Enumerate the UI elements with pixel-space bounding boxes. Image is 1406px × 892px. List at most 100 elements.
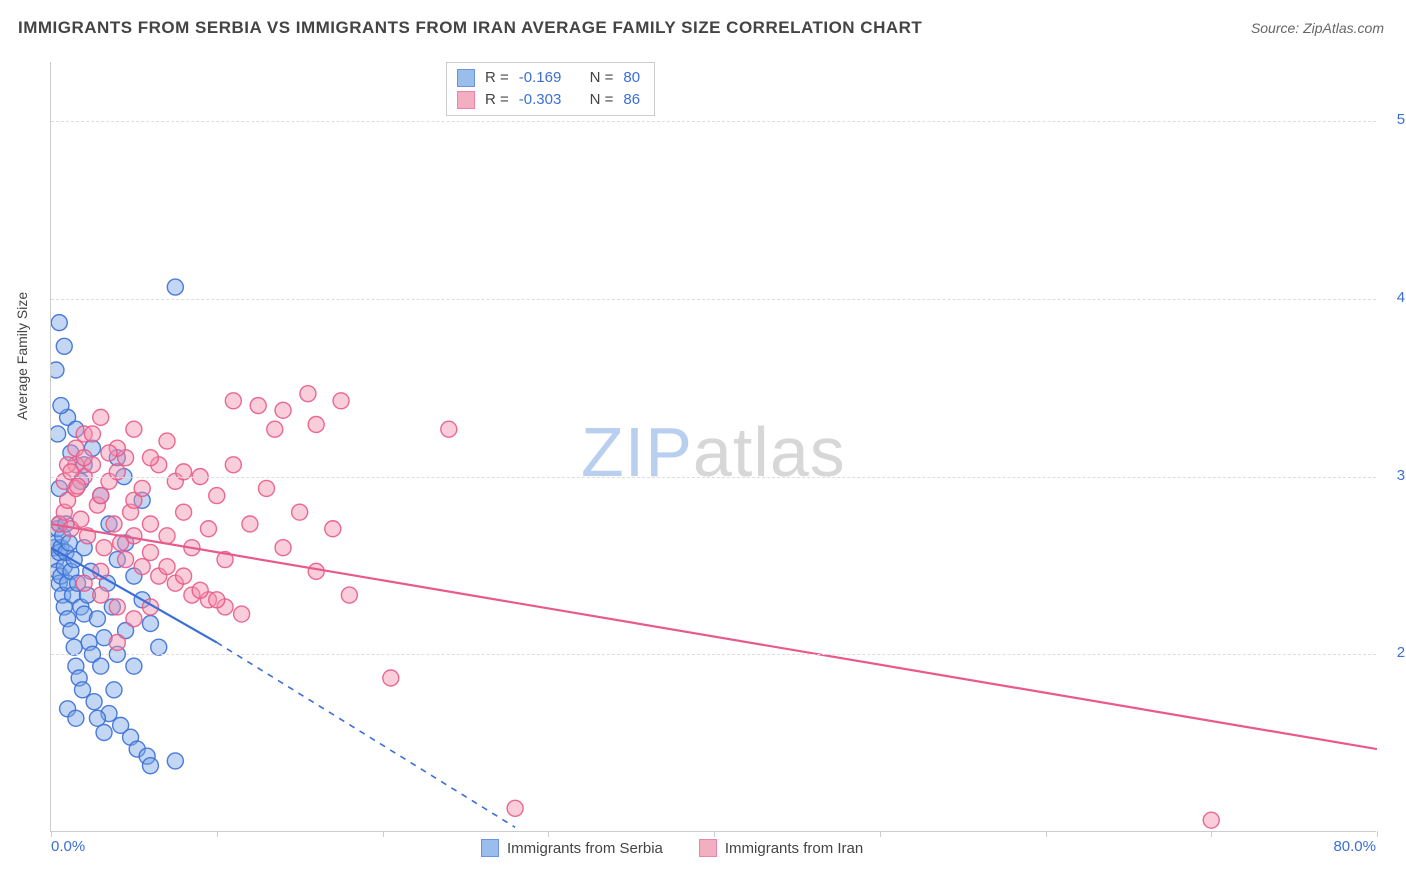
trend-line — [51, 524, 1377, 749]
data-point — [51, 362, 64, 378]
data-point — [89, 611, 105, 627]
data-point — [106, 682, 122, 698]
data-point — [167, 279, 183, 295]
data-point — [192, 582, 208, 598]
x-tick — [1211, 831, 1212, 837]
data-point — [200, 521, 216, 537]
chart-svg — [51, 62, 1377, 832]
stats-N-label-2: N = — [590, 89, 614, 111]
data-point — [126, 611, 142, 627]
swatch-iran — [457, 91, 475, 109]
data-point — [325, 521, 341, 537]
data-point — [441, 421, 457, 437]
data-point — [126, 528, 142, 544]
data-point — [73, 511, 89, 527]
x-tick — [1046, 831, 1047, 837]
stats-serbia-N: 80 — [623, 67, 640, 89]
data-point — [109, 634, 125, 650]
data-point — [142, 516, 158, 532]
data-point — [159, 559, 175, 575]
data-point — [142, 616, 158, 632]
legend-label-iran: Immigrants from Iran — [725, 840, 863, 857]
data-point — [341, 587, 357, 603]
data-point — [106, 516, 122, 532]
data-point — [51, 426, 66, 442]
data-point — [507, 800, 523, 816]
data-point — [84, 426, 100, 442]
data-point — [51, 315, 67, 331]
data-point — [96, 540, 112, 556]
source-attribution: Source: ZipAtlas.com — [1251, 20, 1384, 36]
data-point — [93, 488, 109, 504]
data-point — [76, 450, 92, 466]
data-point — [109, 599, 125, 615]
data-point — [300, 386, 316, 402]
legend-swatch-serbia — [481, 839, 499, 857]
x-tick — [714, 831, 715, 837]
data-point — [134, 559, 150, 575]
plot-area: ZIPatlas R = -0.169 N = 80 R = -0.303 N … — [50, 62, 1376, 832]
data-point — [93, 409, 109, 425]
data-point — [66, 639, 82, 655]
gridline — [51, 121, 1376, 122]
gridline — [51, 477, 1376, 478]
data-point — [142, 758, 158, 774]
data-point — [267, 421, 283, 437]
data-point — [333, 393, 349, 409]
data-point — [134, 480, 150, 496]
data-point — [53, 398, 69, 414]
data-point — [63, 623, 79, 639]
data-point — [151, 639, 167, 655]
data-point — [225, 393, 241, 409]
data-point — [118, 552, 134, 568]
gridline — [51, 299, 1376, 300]
data-point — [86, 694, 102, 710]
data-point — [209, 488, 225, 504]
data-point — [70, 478, 86, 494]
x-tick — [1377, 831, 1378, 837]
stats-serbia-R: -0.169 — [519, 67, 562, 89]
stats-N-label: N = — [590, 67, 614, 89]
x-tick — [217, 831, 218, 837]
bottom-legend: Immigrants from Serbia Immigrants from I… — [481, 839, 863, 857]
data-point — [209, 592, 225, 608]
stats-R-label-2: R = — [485, 89, 509, 111]
y-tick-label: 4.25 — [1397, 289, 1406, 306]
stats-row-iran: R = -0.303 N = 86 — [457, 89, 640, 111]
data-point — [275, 402, 291, 418]
legend-label-serbia: Immigrants from Serbia — [507, 840, 663, 857]
data-point — [242, 516, 258, 532]
stats-iran-R: -0.303 — [519, 89, 562, 111]
data-point — [142, 544, 158, 560]
y-tick-label: 5.00 — [1397, 111, 1406, 128]
stats-row-serbia: R = -0.169 N = 80 — [457, 67, 640, 89]
legend-item-iran: Immigrants from Iran — [699, 839, 863, 857]
data-point — [308, 416, 324, 432]
swatch-serbia — [457, 69, 475, 87]
data-point — [68, 710, 84, 726]
data-point — [61, 535, 77, 551]
data-point — [56, 338, 72, 354]
stats-box: R = -0.169 N = 80 R = -0.303 N = 86 — [446, 62, 655, 116]
data-point — [275, 540, 291, 556]
data-point — [292, 504, 308, 520]
x-tick — [548, 831, 549, 837]
data-point — [234, 606, 250, 622]
data-point — [101, 445, 117, 461]
data-point — [308, 563, 324, 579]
x-max-label: 80.0% — [1333, 838, 1376, 855]
y-tick-label: 2.75 — [1397, 644, 1406, 661]
data-point — [250, 398, 266, 414]
data-point — [96, 724, 112, 740]
stats-R-label: R = — [485, 67, 509, 89]
x-tick — [51, 831, 52, 837]
y-axis-label: Average Family Size — [14, 292, 30, 420]
data-point — [126, 658, 142, 674]
data-point — [93, 658, 109, 674]
x-min-label: 0.0% — [51, 838, 85, 855]
data-point — [126, 421, 142, 437]
x-tick — [880, 831, 881, 837]
y-tick-label: 3.50 — [1397, 467, 1406, 484]
data-point — [225, 457, 241, 473]
data-point — [1203, 812, 1219, 828]
